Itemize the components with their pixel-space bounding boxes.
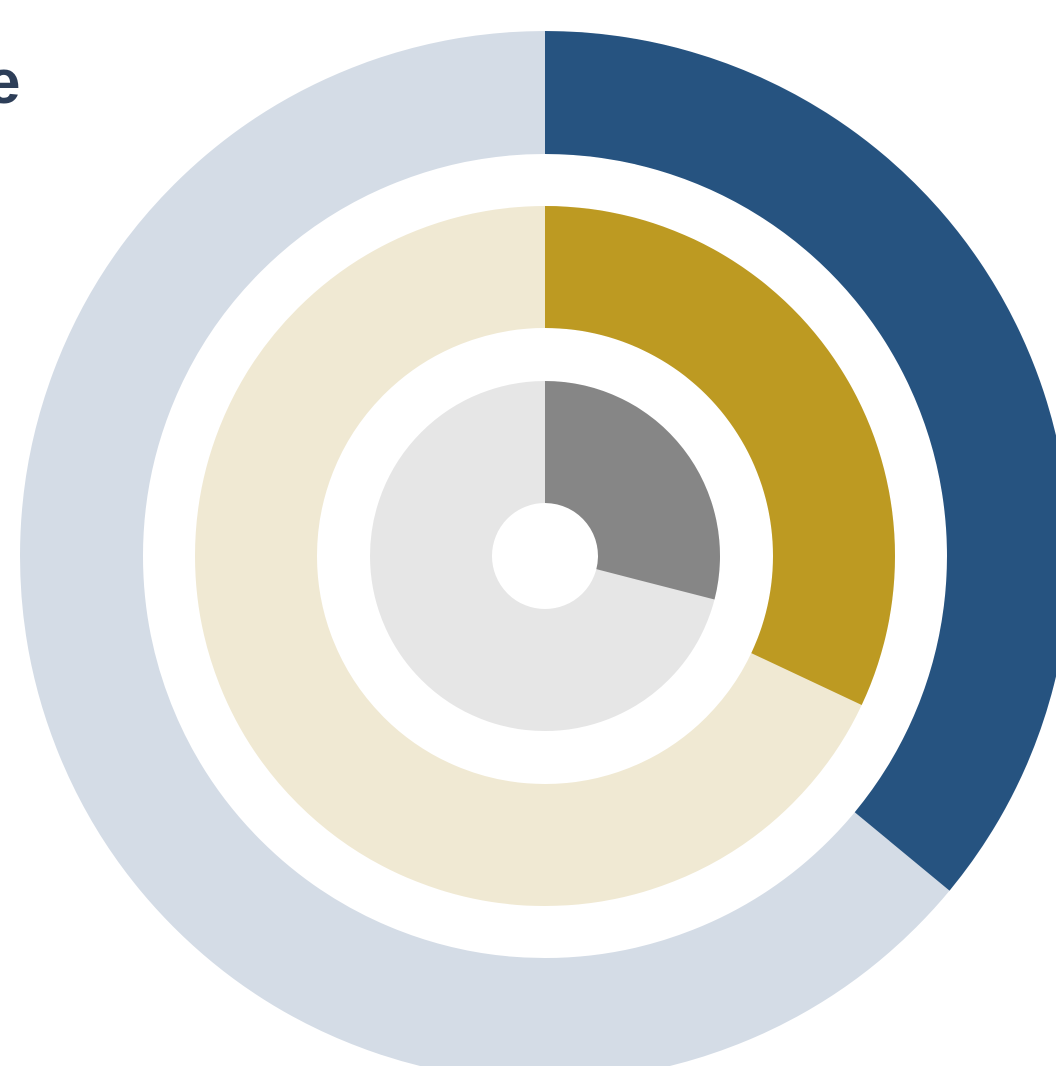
ring-3-progress: [545, 381, 720, 600]
cropped-title-fragment: e: [0, 48, 21, 117]
ring-2-progress: [545, 206, 895, 706]
ring-1-progress: [545, 31, 1056, 891]
